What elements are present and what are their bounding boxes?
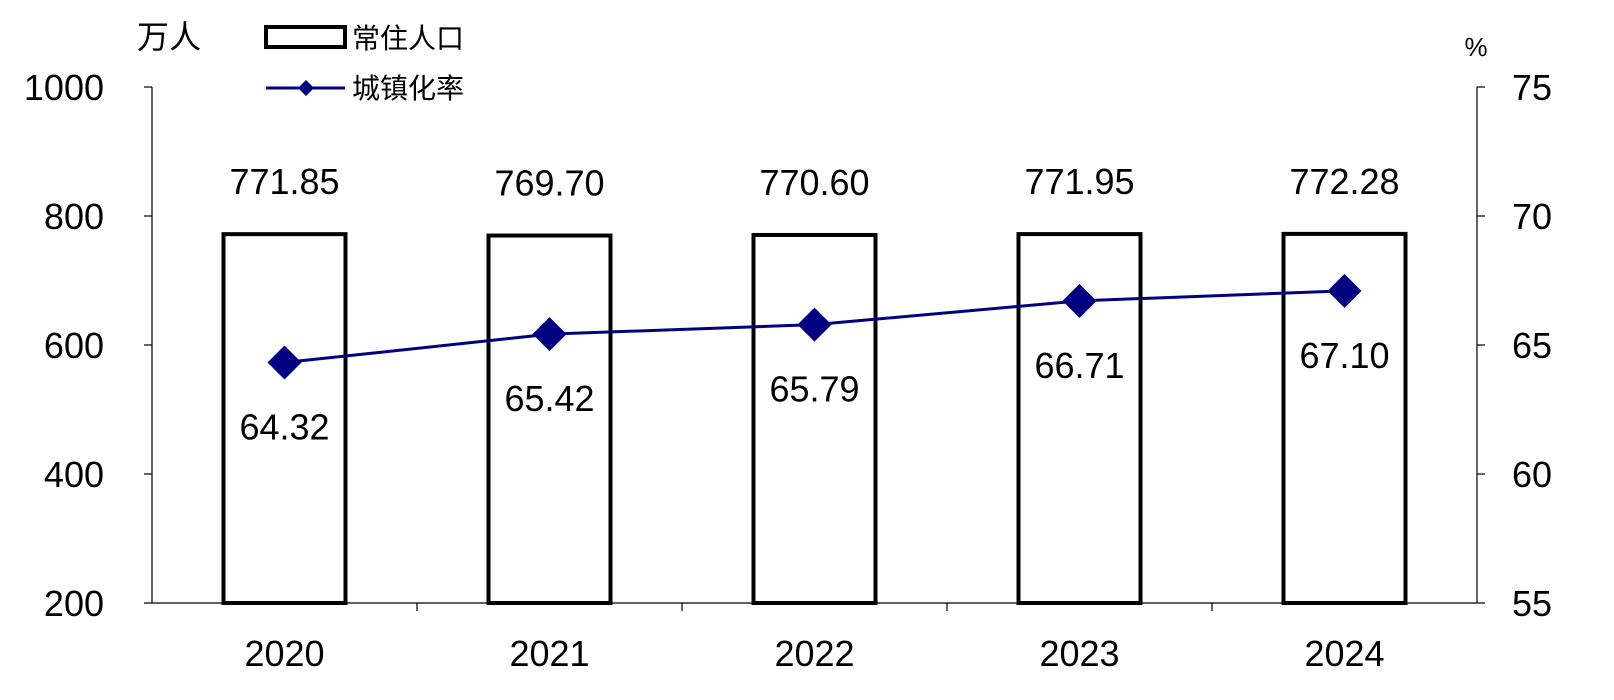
right-axis-unit: % [1464,32,1487,62]
bar-population [486,233,613,606]
legend-line-label: 城镇化率 [352,73,464,104]
right-tick-label: 60 [1512,454,1552,495]
bar-population [1016,232,1143,605]
left-tick-label: 200 [44,583,104,624]
left-tick-label: 1000 [24,67,104,108]
line-point-marker [267,345,302,380]
bar-population [221,232,348,606]
line-point-marker [1327,273,1362,308]
bar-value-label: 772.28 [1289,161,1399,202]
right-tick-label: 75 [1512,67,1552,108]
right-tick-label: 55 [1512,583,1552,624]
line-point-marker [532,317,567,352]
x-category-label: 2021 [509,633,589,674]
legend-line-marker [298,80,314,96]
bar-population [751,232,878,605]
left-tick-label: 800 [44,196,104,237]
line-value-label: 65.79 [769,369,859,410]
x-category-label: 2020 [244,633,324,674]
bar-value-label: 769.70 [494,163,604,204]
right-tick-label: 70 [1512,196,1552,237]
legend-bar-label: 常住人口 [352,23,464,54]
bar-value-label: 771.85 [229,161,339,202]
line-value-label: 64.32 [239,407,329,448]
left-tick-label: 400 [44,454,104,495]
left-axis-unit: 万人 [137,19,201,55]
bar-value-label: 771.95 [1024,161,1134,202]
right-tick-label: 65 [1512,325,1552,366]
line-point-marker [797,307,832,342]
bar-value-label: 770.60 [759,162,869,203]
x-category-label: 2022 [774,633,854,674]
x-category-label: 2024 [1304,633,1384,674]
line-value-label: 65.42 [504,378,594,419]
line-point-marker [1062,283,1097,318]
legend-bar-swatch [264,25,347,49]
line-value-label: 66.71 [1034,345,1124,386]
x-category-label: 2023 [1039,633,1119,674]
line-value-label: 67.10 [1299,335,1389,376]
left-tick-label: 600 [44,325,104,366]
